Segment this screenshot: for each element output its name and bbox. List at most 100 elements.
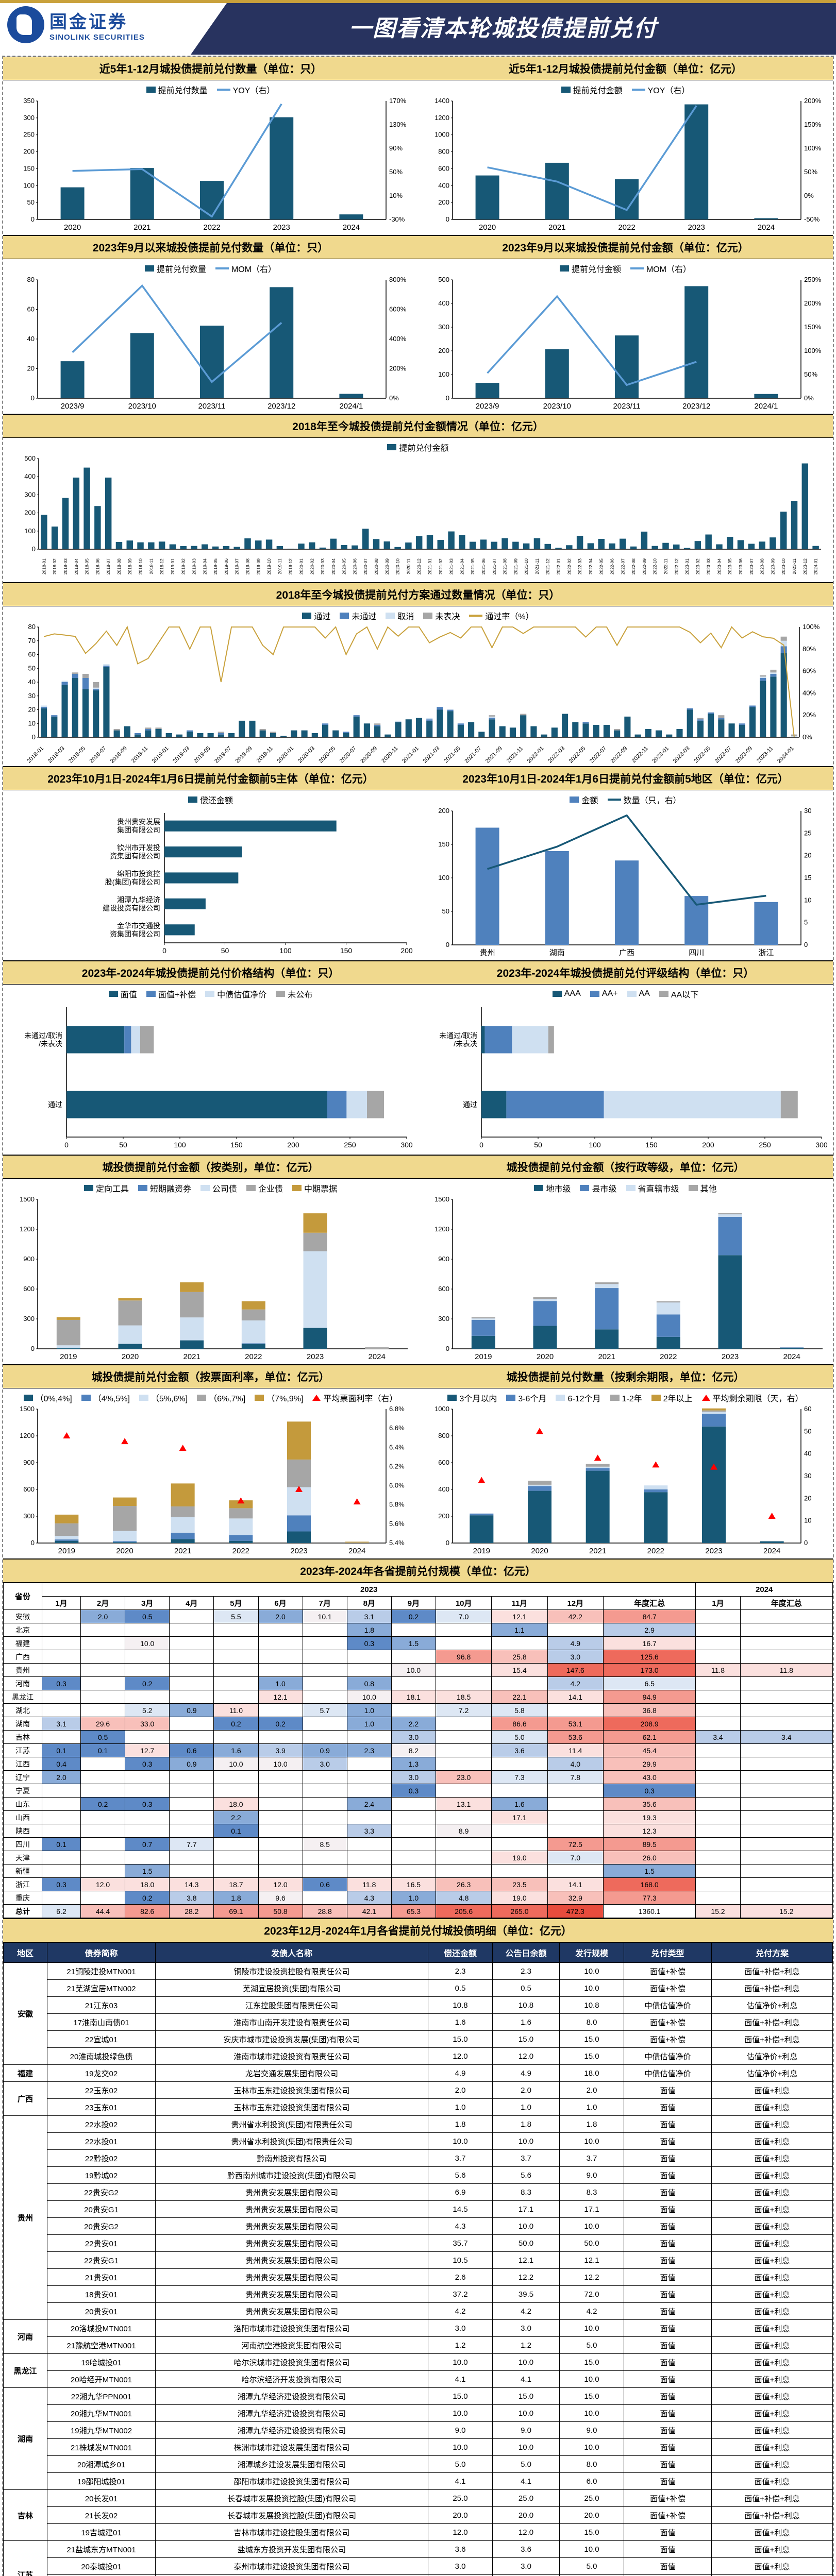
- svg-text:2023/9: 2023/9: [60, 402, 84, 411]
- legend-item: 提前兑付金额: [559, 262, 621, 275]
- svg-text:900: 900: [438, 1255, 449, 1263]
- bar-swatch-icon: [688, 1185, 698, 1191]
- svg-text:600: 600: [438, 1285, 449, 1293]
- svg-text:2018-05: 2018-05: [68, 745, 87, 765]
- svg-text:2019-03: 2019-03: [172, 745, 191, 765]
- panel-title: 近5年1-12月城投债提前兑付数量（单位：只）: [3, 57, 418, 80]
- legend-item: 通过: [302, 609, 330, 622]
- svg-text:2020: 2020: [478, 223, 495, 232]
- legend-item: 省直辖市级: [626, 1182, 679, 1194]
- bond-region: 江苏: [3, 2540, 47, 2576]
- marker-swatch-icon: [701, 1395, 710, 1401]
- panel-title: 城投债提前兑付数量（按剩余期限，单位：亿元）: [418, 1365, 833, 1388]
- svg-text:5.8%: 5.8%: [389, 1501, 405, 1509]
- svg-text:钦州市开发投: 钦州市开发投: [117, 844, 160, 852]
- bond-col-header: 偿还金额: [428, 1942, 493, 1963]
- svg-text:70: 70: [28, 637, 36, 645]
- svg-text:2021-02: 2021-02: [438, 558, 443, 574]
- province-name: 四川: [3, 1837, 42, 1851]
- legend-item: （0%,4%]: [23, 1392, 72, 1404]
- svg-text:2019-10: 2019-10: [266, 558, 272, 574]
- legend-item: 其他: [688, 1182, 717, 1194]
- svg-text:2019-06: 2019-06: [224, 558, 229, 574]
- svg-text:湘潭九华经济: 湘潭九华经济: [117, 895, 160, 904]
- svg-text:1500: 1500: [20, 1195, 35, 1203]
- svg-text:2019: 2019: [475, 1352, 492, 1361]
- bar-swatch-icon: [200, 1185, 210, 1191]
- svg-text:6.0%: 6.0%: [389, 1482, 405, 1489]
- bond-row: 20贵安01 贵州贵安发展集团有限公司 4.2 4.2 4.2 面值 面值+利息: [4, 2302, 833, 2320]
- svg-text:2020: 2020: [536, 1352, 553, 1361]
- bond-col-header: 兑付方案: [711, 1942, 833, 1963]
- svg-text:0: 0: [30, 1345, 34, 1352]
- svg-text:2020: 2020: [116, 1547, 133, 1555]
- svg-text:200: 200: [24, 509, 36, 517]
- svg-text:2021: 2021: [598, 1352, 615, 1361]
- svg-text:2022-08: 2022-08: [631, 558, 636, 574]
- svg-text:1200: 1200: [434, 114, 449, 122]
- bond-row: 21长发02 长春城市发展投资控股(集团)有限公司 20.0 20.0 20.0 面值+补…: [4, 2506, 833, 2524]
- bar-swatch-icon: [205, 991, 215, 997]
- bond-col-header: 发债人名称: [155, 1942, 428, 1963]
- svg-text:0: 0: [445, 941, 449, 948]
- svg-text:2023: 2023: [705, 1547, 722, 1555]
- svg-text:2020-02: 2020-02: [309, 558, 314, 574]
- svg-text:500: 500: [438, 276, 449, 283]
- bar-swatch-icon: [340, 613, 349, 619]
- province-name: 北京: [3, 1623, 42, 1637]
- svg-text:10: 10: [804, 1517, 811, 1524]
- panel-title: 2018年至今城投债提前兑付金额情况（单位：亿元）: [3, 414, 833, 438]
- svg-text:2023-05: 2023-05: [727, 558, 732, 574]
- svg-text:2020-07: 2020-07: [363, 558, 368, 574]
- svg-text:2020-09: 2020-09: [384, 558, 390, 574]
- poster-frame: 近5年1-12月城投债提前兑付数量（单位：只） 提前兑付数量 YOY（右） 0 50 10…: [2, 56, 834, 2576]
- bond-row: 22贵安01 贵州贵安发展集团有限公司 35.7 50.0 50.0 面值 面值+利息: [4, 2234, 833, 2252]
- bar-swatch-icon: [292, 1185, 302, 1191]
- svg-text:150: 150: [340, 946, 352, 955]
- svg-text:2019-11: 2019-11: [256, 745, 274, 764]
- bar-swatch-icon: [386, 613, 395, 619]
- legend-item: 6-12个月: [556, 1392, 601, 1404]
- svg-text:2024: 2024: [783, 1352, 800, 1361]
- svg-text:2022-11: 2022-11: [630, 745, 649, 764]
- chart-legend: 金额 数量（只，右）: [418, 790, 833, 806]
- legend-item: （7%,9%]: [255, 1392, 303, 1404]
- chart-panel-province-table: 2023年-2024年各省提前兑付规模（单位：亿元） 省份 2023 2024 1月 2月…: [3, 1559, 833, 1919]
- svg-text:2019: 2019: [473, 1547, 490, 1555]
- svg-text:2024: 2024: [348, 1547, 365, 1555]
- svg-text:2023: 2023: [290, 1547, 307, 1555]
- svg-text:2023-04: 2023-04: [716, 558, 722, 574]
- svg-text:2023-01: 2023-01: [684, 558, 690, 574]
- svg-text:250%: 250%: [804, 276, 822, 283]
- amtm-chart: 0 100 200 300 400 500 0% 50% 100% 150% 200% 250% 202…: [438, 276, 822, 411]
- bytype-chart: 0 300 600 900 1200 1500 2019 2020 2021 2022 2023 20…: [20, 1195, 408, 1361]
- svg-text:80: 80: [27, 276, 34, 283]
- bycoupon-chart: 0 300 600 900 1200 1500 5.4% 5.6% 5.8% 6.0% 6.2% 6.…: [20, 1405, 405, 1555]
- bond-row: 江苏 21盐城东方MTN001 盐城东方投资开发集团有限公司 3.6 3.6 10.0 面值…: [3, 2540, 833, 2576]
- svg-text:150: 150: [645, 1141, 658, 1149]
- svg-text:300: 300: [438, 1315, 449, 1323]
- province-name: 安徽: [3, 1609, 42, 1623]
- svg-text:60: 60: [27, 306, 34, 313]
- svg-text:2023-03: 2023-03: [706, 558, 711, 574]
- bar-swatch-icon: [561, 87, 571, 93]
- chart-panel-amt5y: 近5年1-12月城投债提前兑付金额（单位：亿元） 提前兑付金额 YOY（右） 0 200…: [418, 57, 833, 235]
- svg-text:资集团有限公司: 资集团有限公司: [110, 852, 160, 860]
- panel-title: 近5年1-12月城投债提前兑付金额（单位：亿元）: [418, 57, 833, 80]
- sinolink-logo-icon: [7, 6, 44, 43]
- svg-text:2021-07: 2021-07: [463, 745, 482, 765]
- line-swatch-icon: [216, 89, 230, 91]
- svg-text:200: 200: [438, 1512, 449, 1520]
- legend-item: 短期融资券: [138, 1182, 191, 1194]
- line-swatch-icon: [607, 799, 621, 801]
- svg-text:1000: 1000: [434, 1405, 449, 1413]
- svg-text:1200: 1200: [20, 1225, 35, 1233]
- province-row: 黑龙江 12.1 10.0 18.1 18.5 22.1 14.1 94.9: [3, 1690, 833, 1704]
- svg-text:2023: 2023: [688, 223, 705, 232]
- svg-text:0: 0: [32, 733, 36, 741]
- svg-text:2021-04: 2021-04: [459, 558, 464, 574]
- svg-text:2021-03: 2021-03: [449, 558, 454, 574]
- legend-item: 未通过: [340, 609, 376, 622]
- bond-row: 福建 19龙交02 龙岩交通发展集团有限公司 4.9 4.9 18.0 中债估值净价 估值净价…: [3, 2064, 833, 2082]
